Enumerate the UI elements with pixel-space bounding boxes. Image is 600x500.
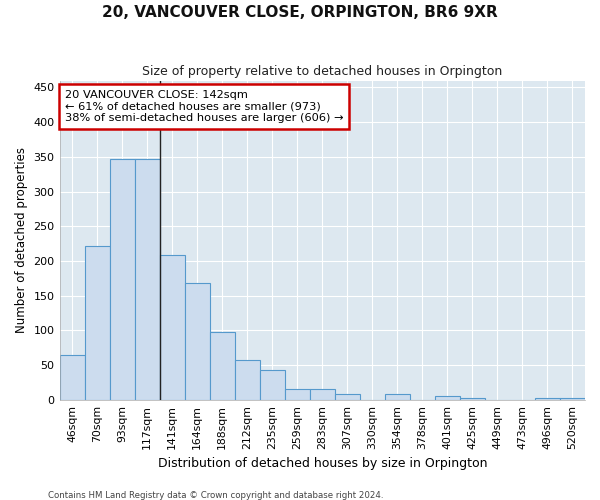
Bar [460,398,485,400]
Bar [435,396,460,400]
Bar [59,354,85,400]
Bar [560,398,585,400]
Text: 20, VANCOUVER CLOSE, ORPINGTON, BR6 9XR: 20, VANCOUVER CLOSE, ORPINGTON, BR6 9XR [102,5,498,20]
Text: 20 VANCOUVER CLOSE: 142sqm
← 61% of detached houses are smaller (973)
38% of sem: 20 VANCOUVER CLOSE: 142sqm ← 61% of deta… [65,90,343,124]
Bar [160,255,185,400]
Bar [335,394,360,400]
Bar [385,394,410,400]
Bar [535,398,560,400]
Bar [235,360,260,400]
Bar [209,332,235,400]
Bar [185,283,209,400]
Y-axis label: Number of detached properties: Number of detached properties [15,147,28,333]
Bar [260,370,285,400]
Bar [110,159,134,400]
X-axis label: Distribution of detached houses by size in Orpington: Distribution of detached houses by size … [158,457,487,470]
Title: Size of property relative to detached houses in Orpington: Size of property relative to detached ho… [142,65,502,78]
Bar [285,390,310,400]
Bar [134,159,160,400]
Text: Contains HM Land Registry data © Crown copyright and database right 2024.: Contains HM Land Registry data © Crown c… [48,490,383,500]
Bar [85,246,110,400]
Bar [310,390,335,400]
